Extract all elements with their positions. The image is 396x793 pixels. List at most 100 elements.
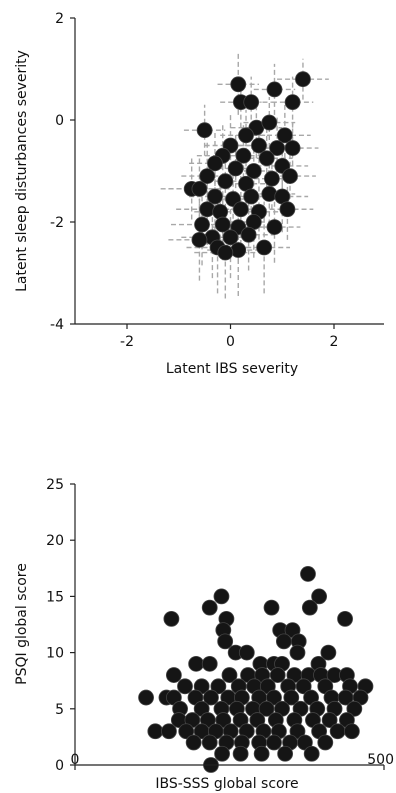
y-tick-label: 0 <box>55 113 64 129</box>
data-point <box>320 644 337 661</box>
data-point <box>346 700 363 717</box>
data-point <box>240 226 257 243</box>
data-point <box>214 216 231 233</box>
data-point <box>258 700 275 717</box>
x-tick-label: -2 <box>120 334 134 350</box>
x-tick-label: 500 <box>367 752 394 768</box>
data-point <box>213 588 230 605</box>
data-point <box>188 655 205 672</box>
chart-latent-severity: -4 -2 0 2 -2 0 2 Latent IBS severity Latent s… <box>14 11 384 377</box>
y-tick-label: 0 <box>55 758 64 774</box>
data-point <box>199 168 216 185</box>
data-point <box>256 239 273 256</box>
data-point <box>245 163 262 179</box>
data-point <box>243 188 260 205</box>
data-point <box>282 168 298 185</box>
y-tick-label: 15 <box>46 589 64 605</box>
x-ticks: 0 500 <box>71 752 394 770</box>
data-point <box>284 94 301 111</box>
data-point <box>261 186 278 202</box>
data-point <box>207 155 223 172</box>
data-point <box>191 231 208 248</box>
data-point <box>276 127 293 144</box>
y-ticks: 0 5 10 15 20 25 <box>46 477 75 774</box>
data-point <box>295 678 312 695</box>
chart-psqi-vs-ibssss: 0 5 10 15 20 25 0 500 IBS-SSS global score PSQ… <box>14 477 394 792</box>
data-point <box>300 566 316 582</box>
y-tick-label: 5 <box>55 702 64 718</box>
data-points <box>183 71 311 261</box>
data-point <box>215 712 232 728</box>
x-axis-title: IBS-SSS global score <box>155 776 298 792</box>
data-point <box>266 219 283 236</box>
y-tick-label: 20 <box>46 533 64 549</box>
data-point <box>279 201 296 218</box>
x-tick-label: 2 <box>330 334 339 350</box>
data-point <box>337 610 353 627</box>
y-axis-title: PSQI global score <box>14 563 30 685</box>
y-ticks: -4 -2 0 2 <box>50 11 75 333</box>
data-point <box>243 94 260 111</box>
data-points <box>138 566 374 773</box>
data-point <box>196 122 213 139</box>
data-point <box>227 160 244 177</box>
data-point <box>301 599 318 616</box>
data-point <box>199 201 216 218</box>
data-point <box>194 216 210 233</box>
data-point <box>263 170 280 187</box>
data-point <box>277 745 294 762</box>
data-point <box>266 689 282 706</box>
y-axis-title: Latent sleep disturbances severity <box>14 50 30 292</box>
x-ticks: -2 0 2 <box>120 324 338 350</box>
data-point <box>161 723 177 740</box>
data-point <box>203 689 219 706</box>
x-axis-title: Latent IBS severity <box>166 361 298 377</box>
data-point <box>138 689 154 706</box>
data-point <box>222 229 239 246</box>
data-point <box>317 734 334 751</box>
data-point <box>321 712 338 728</box>
data-point <box>214 745 230 762</box>
data-point <box>191 180 208 197</box>
y-tick-label: 25 <box>46 477 64 493</box>
x-tick-label: 0 <box>226 334 235 350</box>
data-point <box>295 71 311 88</box>
data-point <box>329 723 346 740</box>
y-tick-label: 10 <box>46 646 64 662</box>
data-point <box>269 667 286 683</box>
data-point <box>147 723 164 740</box>
data-point <box>263 599 280 616</box>
data-point <box>266 734 282 751</box>
data-point <box>212 203 229 220</box>
data-point <box>284 140 301 156</box>
data-point <box>275 633 292 650</box>
data-point <box>210 678 227 695</box>
data-point <box>221 667 238 683</box>
data-point <box>269 140 285 156</box>
data-point <box>261 114 278 131</box>
data-point <box>201 655 218 672</box>
data-point <box>201 599 218 616</box>
data-point <box>343 723 360 740</box>
data-point <box>258 150 275 167</box>
data-point <box>283 689 300 706</box>
data-point <box>217 173 234 190</box>
x-tick-label: 0 <box>71 752 80 768</box>
data-point <box>185 734 202 751</box>
data-point <box>201 734 218 751</box>
data-point <box>230 76 247 93</box>
data-point <box>165 667 182 683</box>
data-point <box>232 201 249 218</box>
y-tick-label: -4 <box>50 317 64 333</box>
data-point <box>238 127 254 144</box>
data-point <box>230 242 247 258</box>
data-point <box>178 723 195 740</box>
y-tick-label: 2 <box>55 11 64 27</box>
data-point <box>266 81 283 98</box>
data-point <box>311 588 328 605</box>
data-point <box>289 644 306 661</box>
data-point <box>303 745 320 762</box>
data-point <box>207 188 223 205</box>
data-point <box>253 745 270 762</box>
